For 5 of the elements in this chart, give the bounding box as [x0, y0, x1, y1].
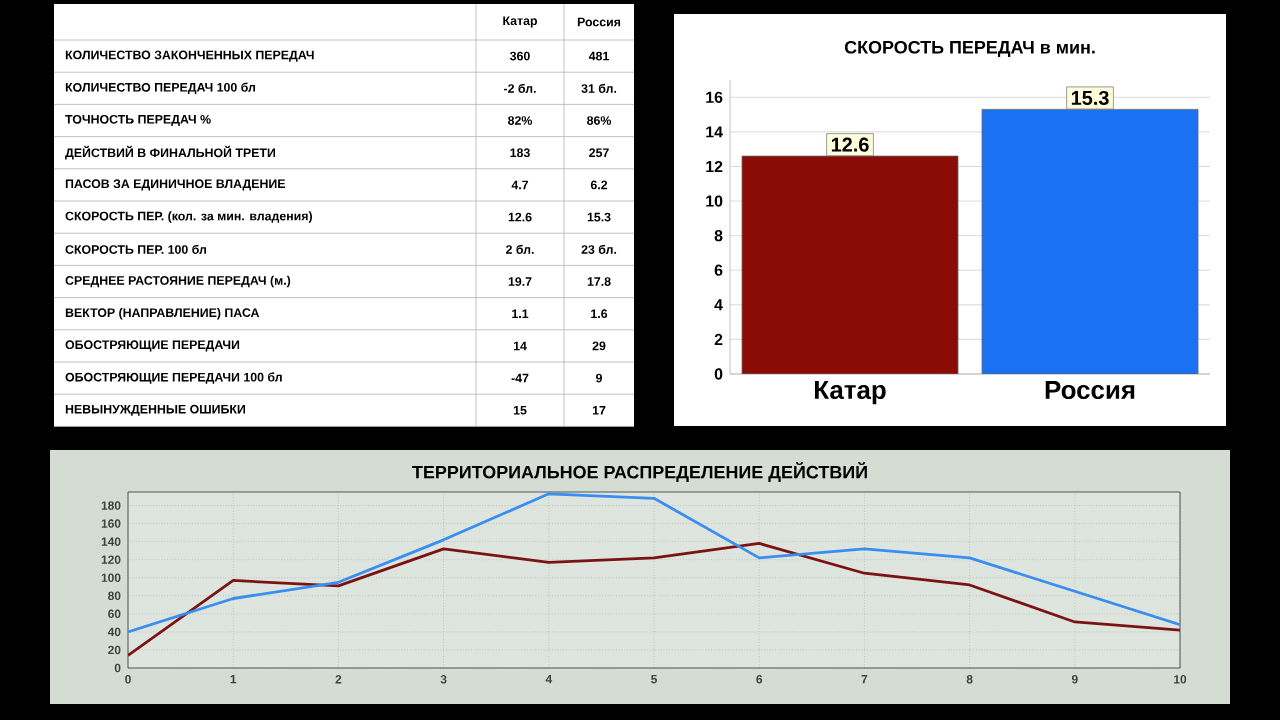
data-label: 12.6 — [831, 137, 869, 152]
data-label: 15.3 — [1071, 90, 1109, 106]
chart-title: ТЕРРИТОРИАЛЬНОЕ РАСПРЕДЕЛЕНИЕ ДЕЙСТВИЙ — [412, 462, 867, 482]
line-series — [128, 542, 1181, 657]
chart-title: СКОРОСТЬ ПЕРЕДАЧ в мин. — [844, 40, 1095, 57]
